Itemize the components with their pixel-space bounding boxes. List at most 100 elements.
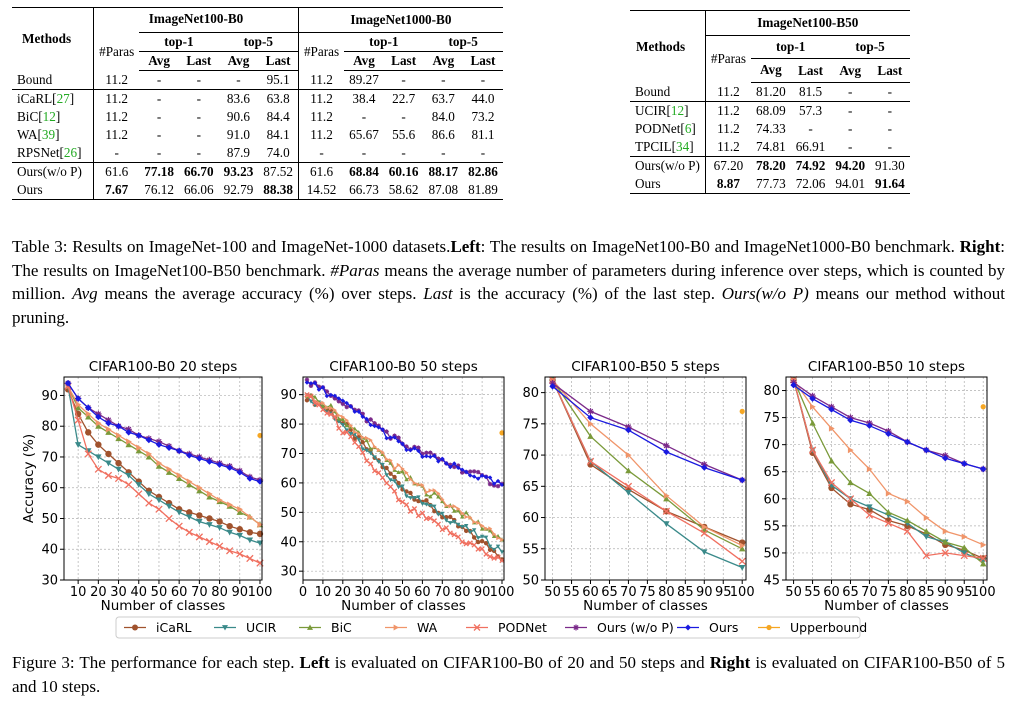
table-cell: 76.12 [139, 181, 179, 200]
data-point [352, 439, 358, 446]
table-cell: 95.1 [266, 72, 290, 87]
data-point [246, 529, 254, 536]
table-cell: 61.6 [297, 162, 345, 181]
citation-link[interactable]: 12 [670, 103, 685, 118]
data-point [587, 433, 594, 439]
paras-header: #Paras [93, 32, 140, 71]
table-cell: 11.2 [93, 126, 140, 144]
x-tick-label: 20 [90, 585, 107, 600]
table-cell: - [847, 139, 853, 154]
citation-link[interactable]: 26 [63, 145, 78, 160]
top5-header: top-5 [218, 32, 299, 52]
data-point [392, 435, 397, 440]
data-point [337, 413, 342, 418]
citation-link[interactable]: 39 [41, 127, 56, 142]
data-point [125, 429, 132, 436]
data-point [375, 470, 382, 476]
data-point [663, 495, 670, 502]
data-point [166, 466, 173, 473]
x-tick-label: 60 [414, 585, 431, 600]
data-point [135, 432, 142, 439]
method-name: PODNet[6] [635, 121, 696, 136]
table-cell: 11.2 [93, 108, 140, 126]
data-point [95, 441, 102, 448]
data-point [476, 520, 481, 526]
table-cell: - [808, 121, 813, 136]
data-point [165, 444, 173, 451]
data-point [467, 530, 473, 535]
table-cell: 74.92 [790, 156, 831, 175]
data-point [205, 537, 214, 546]
data-point [308, 399, 314, 404]
x-tick-label: 90 [937, 585, 954, 600]
caption-italic: Last [423, 284, 453, 303]
legend-label: BiC [331, 620, 352, 635]
data-point [345, 418, 349, 423]
data-point [155, 497, 163, 504]
data-point [308, 381, 314, 386]
data-point [216, 525, 223, 531]
data-point [428, 488, 433, 493]
data-point [408, 496, 413, 501]
data-point [456, 506, 461, 511]
citation-link[interactable]: 34 [676, 139, 690, 154]
table-cell: - [196, 109, 201, 124]
data-point [487, 544, 493, 549]
table-cell: 7.67 [93, 181, 140, 200]
data-point [380, 450, 385, 455]
data-point [979, 554, 987, 563]
data-point [384, 457, 389, 462]
data-point [904, 438, 911, 446]
citation-link[interactable]: 12 [42, 109, 56, 124]
data-point [372, 455, 377, 460]
table-cell: - [870, 101, 910, 120]
data-point [400, 441, 405, 447]
data-point [809, 419, 816, 426]
table-cell: 91.0 [226, 127, 250, 142]
data-point [480, 523, 485, 528]
data-point [739, 476, 746, 484]
data-point [436, 494, 441, 499]
data-point [383, 480, 390, 486]
data-point [475, 539, 481, 545]
citation-link[interactable]: 6 [684, 121, 692, 136]
table-cell: 66.73 [344, 181, 384, 200]
table-cell: - [361, 109, 367, 124]
data-point [424, 492, 429, 497]
data-point [452, 508, 457, 513]
data-point [333, 407, 338, 413]
data-point [95, 413, 102, 421]
data-point [923, 514, 930, 521]
data-point [479, 473, 485, 478]
table-row: WA[39] 11.2 - - 91.0 84.1 11.2 65.67 55.6 86.6 81.… [12, 126, 503, 144]
method-name: Ours [12, 181, 94, 200]
data-point [884, 519, 893, 527]
table-row: Bound 11.2 81.20 81.5 - - [630, 82, 910, 102]
data-point [420, 501, 425, 506]
table-row: PODNet[6] 11.2 74.33 - - - [630, 120, 910, 138]
series-line [67, 389, 261, 535]
data-point [904, 498, 911, 505]
data-point [866, 490, 873, 496]
table-cell: 63.8 [258, 89, 299, 108]
data-point [492, 531, 497, 537]
table-cell: - [156, 145, 162, 160]
data-point [105, 426, 112, 433]
data-point [356, 409, 361, 414]
data-point [360, 440, 365, 445]
data-point [344, 429, 350, 435]
data-point [165, 469, 173, 475]
table-cell: - [480, 72, 486, 87]
data-point [443, 525, 449, 531]
data-point [428, 503, 433, 508]
data-point [483, 551, 489, 557]
table-cell: - [196, 72, 201, 87]
citation-link[interactable]: 27 [56, 91, 70, 106]
table-cell: 58.62 [383, 181, 424, 200]
table-cell: 87.08 [423, 181, 464, 200]
data-point [847, 417, 854, 424]
data-point [404, 494, 409, 499]
data-point [340, 423, 346, 428]
data-point [196, 519, 203, 525]
y-tick-label: 70 [763, 438, 780, 453]
